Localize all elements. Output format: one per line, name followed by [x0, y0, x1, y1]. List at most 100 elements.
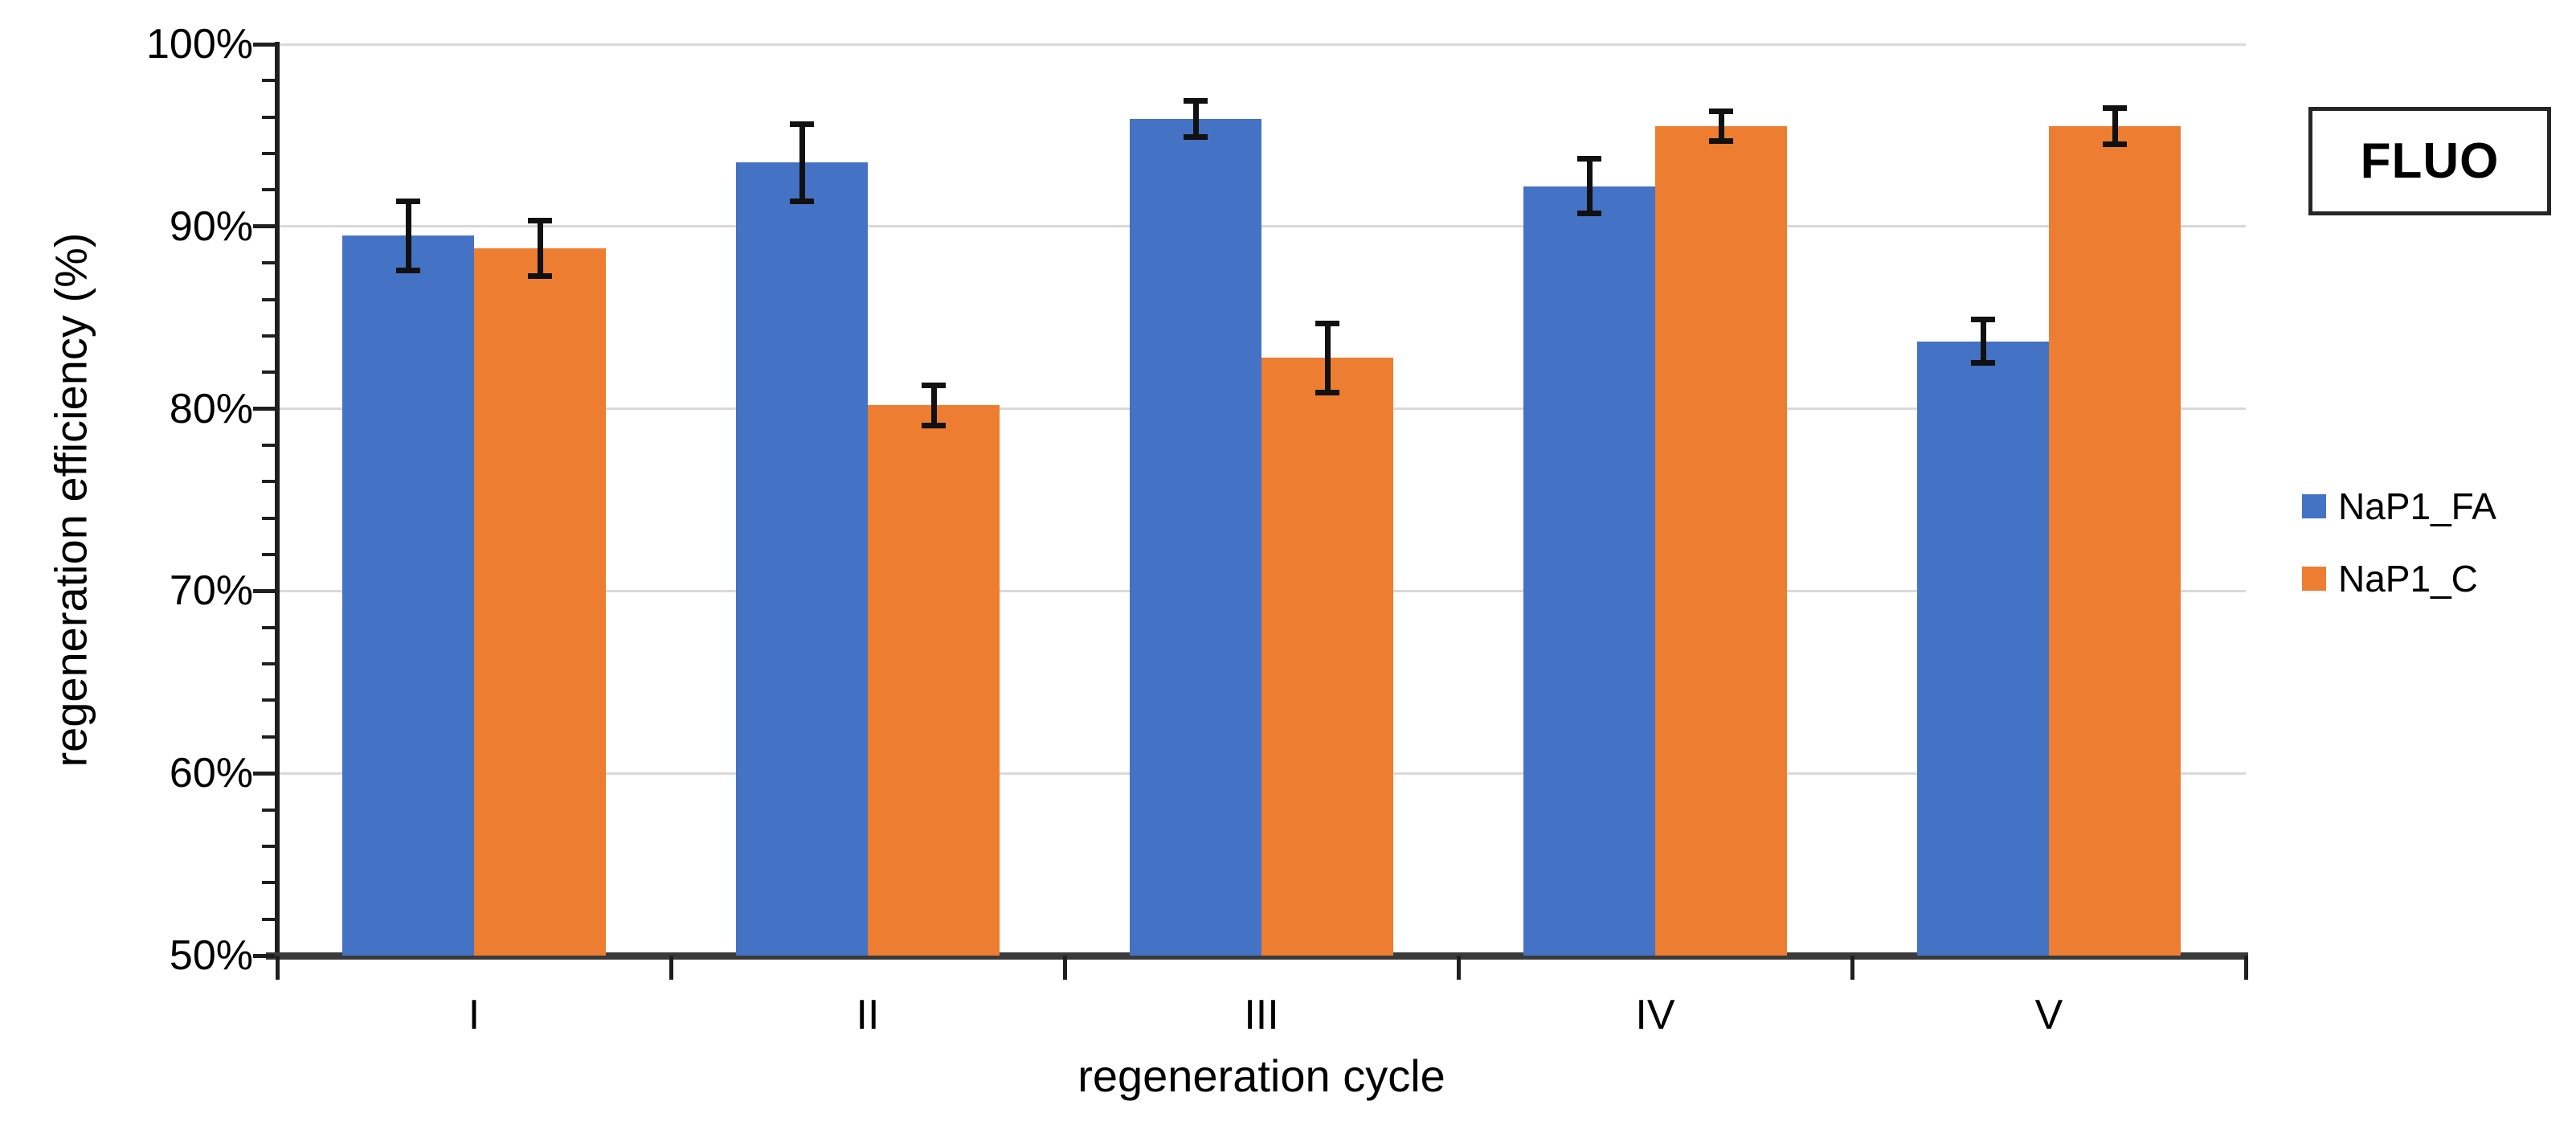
y-tick-label: 60% — [169, 750, 253, 797]
y-minor-tick — [262, 188, 275, 192]
error-bar-cap-top — [790, 121, 814, 128]
x-boundary-tick — [1850, 956, 1854, 980]
x-boundary-tick — [2243, 956, 2248, 980]
bar-NaP1_C-IV — [1655, 126, 1787, 956]
error-bar-cap-bottom — [922, 422, 946, 428]
y-minor-tick — [262, 881, 275, 885]
error-bar-cap-top — [2103, 104, 2127, 111]
error-bar-stem — [1586, 158, 1593, 214]
error-bar-stem — [537, 220, 543, 276]
y-minor-tick — [262, 662, 275, 666]
y-tick-label: 50% — [169, 932, 253, 979]
error-bar-cap-bottom — [1971, 360, 1995, 366]
y-minor-tick — [262, 261, 275, 265]
y-major-tick — [253, 588, 275, 593]
error-bar-stem — [930, 385, 937, 425]
error-bar-cap-top — [1184, 97, 1208, 104]
error-bar-stem — [2112, 108, 2118, 145]
error-bar-stem — [1980, 319, 1986, 363]
y-minor-tick — [262, 152, 275, 156]
y-minor-tick — [262, 334, 275, 338]
x-category-label: V — [2034, 992, 2063, 1038]
error-bar-stem — [1718, 111, 1724, 141]
bar-NaP1_C-II — [868, 405, 1000, 956]
x-axis-line — [266, 952, 2248, 960]
bar-NaP1_C-V — [2049, 126, 2181, 956]
error-bar-stem — [1192, 100, 1199, 137]
fluo-annotation-box: FLUO — [2308, 107, 2551, 215]
bar-NaP1_FA-V — [1917, 341, 2049, 956]
error-bar-cap-bottom — [1709, 137, 1733, 144]
y-minor-tick — [262, 443, 275, 447]
y-minor-tick — [262, 480, 275, 484]
error-bar-cap-top — [1315, 320, 1339, 326]
error-bar-cap-top — [1709, 108, 1733, 115]
y-minor-tick — [262, 371, 275, 375]
x-axis-title: regeneration cycle — [1077, 1050, 1445, 1101]
error-bar-cap-bottom — [396, 267, 420, 273]
y-minor-tick — [262, 808, 275, 812]
y-minor-tick — [262, 844, 275, 848]
x-boundary-tick — [669, 956, 673, 980]
error-bar-cap-bottom — [1577, 211, 1601, 217]
error-bar-stem — [405, 201, 411, 271]
y-tick-label: 100% — [146, 21, 253, 68]
y-minor-tick — [262, 297, 275, 301]
x-boundary-tick — [1456, 956, 1461, 980]
y-tick-label: 90% — [169, 203, 253, 250]
y-major-tick — [253, 407, 275, 411]
legend: NaP1_FA NaP1_C — [2302, 488, 2496, 597]
legend-swatch-NaP1_C — [2302, 567, 2326, 591]
y-major-tick — [253, 42, 275, 47]
bar-NaP1_FA-III — [1130, 118, 1261, 956]
x-category-label: I — [468, 992, 480, 1038]
y-axis-title: regeneration efficiency (%) — [45, 232, 96, 768]
error-bar-cap-top — [528, 218, 552, 224]
error-bar-cap-top — [1577, 156, 1601, 162]
x-category-label: III — [1244, 992, 1279, 1038]
y-minor-tick — [262, 698, 275, 702]
y-minor-tick — [262, 516, 275, 520]
y-minor-tick — [262, 735, 275, 739]
error-bar-cap-top — [396, 198, 420, 204]
legend-label: NaP1_FA — [2338, 485, 2496, 527]
x-category-label: IV — [1635, 992, 1675, 1038]
y-major-tick — [253, 771, 275, 776]
plot-area — [253, 42, 2248, 980]
gridline — [277, 225, 2246, 228]
error-bar-cap-bottom — [1315, 389, 1339, 395]
y-minor-tick — [262, 115, 275, 119]
y-axis-line — [275, 42, 280, 958]
bar-NaP1_FA-I — [342, 235, 474, 956]
bar-NaP1_FA-IV — [1523, 186, 1655, 956]
error-bar-cap-bottom — [2103, 141, 2127, 148]
y-major-tick — [253, 224, 275, 229]
legend-item: NaP1_FA — [2302, 488, 2496, 525]
bar-NaP1_C-I — [474, 248, 606, 956]
x-category-label: II — [856, 992, 880, 1038]
error-bar-cap-bottom — [528, 272, 552, 279]
bar-NaP1_FA-II — [736, 162, 868, 956]
x-boundary-tick — [1062, 956, 1067, 980]
y-minor-tick — [262, 917, 275, 921]
y-tick-label: 70% — [169, 567, 253, 615]
y-major-tick — [253, 953, 275, 958]
x-boundary-tick — [275, 956, 280, 980]
bar-NaP1_C-III — [1261, 358, 1393, 956]
y-tick-label: 80% — [169, 385, 253, 432]
error-bar-cap-top — [1971, 316, 1995, 322]
error-bar-stem — [799, 124, 805, 202]
y-minor-tick — [262, 79, 275, 83]
error-bar-cap-bottom — [790, 198, 814, 204]
gridline — [277, 43, 2246, 46]
legend-label: NaP1_C — [2338, 558, 2478, 600]
legend-item: NaP1_C — [2302, 560, 2496, 597]
legend-swatch-NaP1_FA — [2302, 494, 2326, 518]
fluo-annotation-label: FLUO — [2360, 133, 2500, 189]
error-bar-stem — [1324, 323, 1331, 393]
error-bar-cap-bottom — [1184, 134, 1208, 141]
y-minor-tick — [262, 625, 275, 629]
error-bar-cap-top — [922, 382, 946, 388]
y-minor-tick — [262, 553, 275, 557]
